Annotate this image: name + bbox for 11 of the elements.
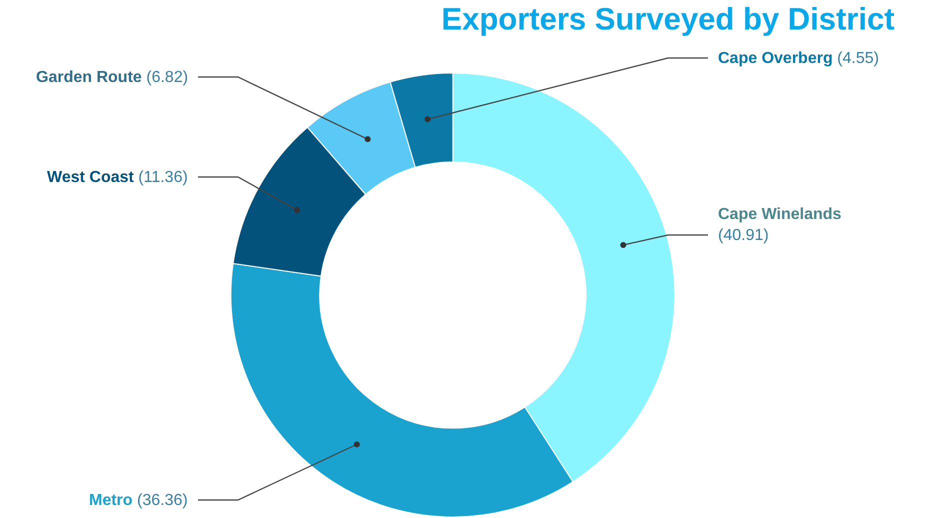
data-label: (4.55) [837, 50, 879, 67]
slice-label: Garden Route [36, 69, 142, 86]
data-label: (6.82) [146, 69, 188, 86]
data-label: (40.91) [718, 226, 769, 244]
data-label: (11.36) [138, 169, 188, 186]
slice-label: Cape Overberg [718, 50, 833, 67]
slice-label: Cape Winelands [718, 206, 842, 223]
slice-label: West Coast [47, 169, 135, 186]
slice-label: Metro [89, 492, 133, 509]
chart-title: Exporters Surveyed by District [441, 1, 895, 36]
data-label: (36.36) [137, 492, 188, 509]
